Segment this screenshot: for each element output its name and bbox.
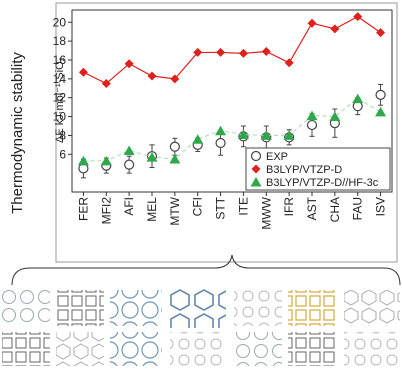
page: Thermodynamic stability ΔE kJ·mol⁻¹·SiO₂… [0, 0, 402, 371]
structure [344, 290, 400, 326]
point [376, 28, 385, 37]
structure [170, 332, 226, 366]
structure [110, 290, 162, 326]
structure [344, 332, 400, 366]
structure [170, 288, 226, 328]
x-tick-label: MFI2 [99, 197, 113, 225]
legend-label: B3LYP/VTZP-D//HF-3c [266, 177, 379, 189]
x-tick-label: STT [214, 196, 228, 219]
y-tick-label: 12 [53, 91, 67, 105]
x-tick-label: ITE [236, 197, 250, 216]
point [148, 72, 157, 81]
point [352, 94, 363, 104]
point [353, 12, 362, 21]
point [376, 90, 385, 99]
x-tick-label: MEL [145, 197, 159, 222]
point [216, 48, 225, 57]
point [285, 58, 294, 67]
y-tick-label: 14 [53, 72, 67, 86]
structure [2, 332, 50, 366]
y-tick-label: 18 [53, 34, 67, 48]
x-tick-label: ISV [374, 197, 388, 216]
y-tick-label: 20 [53, 15, 67, 29]
structure [234, 332, 282, 366]
point [124, 146, 135, 156]
x-tick-label: CHA [328, 197, 342, 222]
point [330, 24, 339, 33]
point [125, 160, 134, 169]
point [308, 121, 317, 130]
point [375, 107, 386, 117]
x-tick-label: MTW [168, 196, 182, 225]
point [192, 134, 203, 144]
brace [12, 255, 400, 285]
point [170, 142, 179, 151]
x-tick-label: MWW [259, 196, 273, 229]
structure [56, 332, 104, 366]
structure [2, 290, 50, 326]
y-tick-label: 10 [53, 110, 67, 124]
point [101, 156, 112, 166]
structure [234, 290, 282, 326]
chart: Thermodynamic stability ΔE kJ·mol⁻¹·SiO₂… [0, 0, 402, 366]
x-tick-label: AST [305, 196, 319, 220]
x-tick-label: AFI [122, 197, 136, 216]
y-tick-label: 16 [53, 53, 67, 67]
point [262, 47, 271, 56]
x-tick-label: IFR [282, 197, 296, 217]
x-tick-label: FAU [351, 197, 365, 220]
point [215, 126, 226, 136]
outer-label: Thermodynamic stability [9, 52, 26, 214]
point [239, 49, 248, 58]
y-tick-label: 8 [59, 128, 66, 142]
point [79, 68, 88, 77]
legend-label: B3LYP/VTZP-D [266, 164, 342, 176]
structures [2, 288, 400, 366]
point [252, 152, 261, 161]
point [308, 19, 317, 28]
point [216, 138, 225, 147]
x-tick-label: FER [76, 197, 90, 221]
structure [288, 290, 336, 326]
structure [110, 332, 162, 366]
legend-label: EXP [266, 151, 288, 163]
structure [56, 290, 104, 326]
y-tick-label: 6 [59, 147, 66, 161]
x-tick-label: CFI [191, 197, 205, 216]
structure [288, 332, 336, 366]
